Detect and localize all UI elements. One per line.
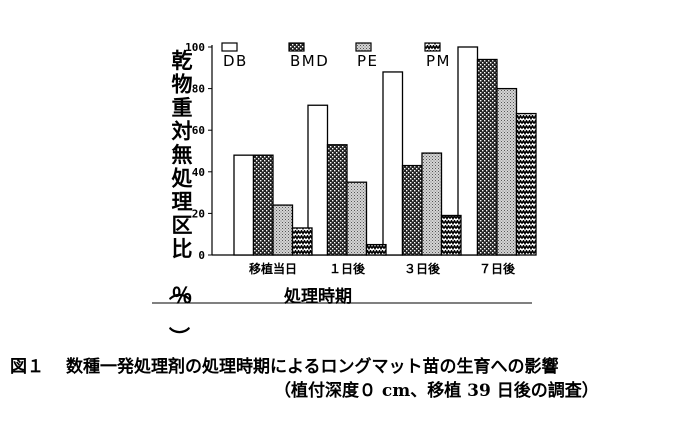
legend-label-pe: PE [357,52,379,70]
y-tick-label: 100 [185,41,205,54]
bar-pe-0 [272,204,294,256]
y-tick-label: 0 [198,249,205,262]
x-tick-label: １日後 [329,261,366,276]
legend-swatch-pe [355,42,372,52]
x-tick-label: ３日後 [404,261,441,276]
y-tick-label: 80 [192,83,205,96]
y-axis-title: 乾物重対無処理区比（％） [167,48,194,340]
legend-label-db: DB [223,52,248,70]
figure-caption: 図１ 数種一発処理剤の処理時期によるロングマット苗の生育への影響 [10,352,700,377]
figure-number: 図１ [10,357,44,377]
figure-subtitle: （植付深度０ cm、移植 39 日後の調査） [274,381,599,401]
bar-pm-1 [365,243,387,256]
legend-swatch-bmd [288,42,305,52]
y-ticks: 0 20 40 60 80 100 [185,41,212,262]
figure-title: 数種一発処理剤の処理時期によるロングマット苗の生育への影響 [66,357,559,377]
x-tick-label: 移植当日 [249,261,297,276]
y-tick-label: 20 [192,207,205,220]
legend-swatch-db [221,42,238,52]
legend-label-bmd: BMD [290,52,329,70]
bar-bmd-0 [252,154,274,256]
bar-db-2 [382,71,404,256]
y-axis-label: 乾物重対無処理区比（％） [167,48,194,340]
bar-pe-3 [496,87,518,256]
bar-pm-3 [515,112,537,256]
bar-bmd-3 [476,58,498,256]
bar-pe-1 [346,181,368,256]
x-axis-title: 処理時期 [283,286,352,307]
bar-bmd-1 [326,144,348,256]
bar-pm-2 [440,214,462,256]
x-tick-label: ７日後 [479,261,516,276]
x-ticks: 移植当日 １日後 ３日後 ７日後 [249,261,516,276]
legend-label-pm: PM [426,52,451,70]
legend: DB BMD PE PM [221,42,451,70]
bar-db-0 [233,154,255,256]
bar-bmd-2 [401,164,423,256]
bars [233,46,537,256]
bar-pm-0 [291,227,313,256]
bar-pe-2 [421,152,443,256]
y-tick-label: 60 [192,124,205,137]
y-tick-label: 40 [192,166,205,179]
legend-swatch-pm [424,42,441,52]
